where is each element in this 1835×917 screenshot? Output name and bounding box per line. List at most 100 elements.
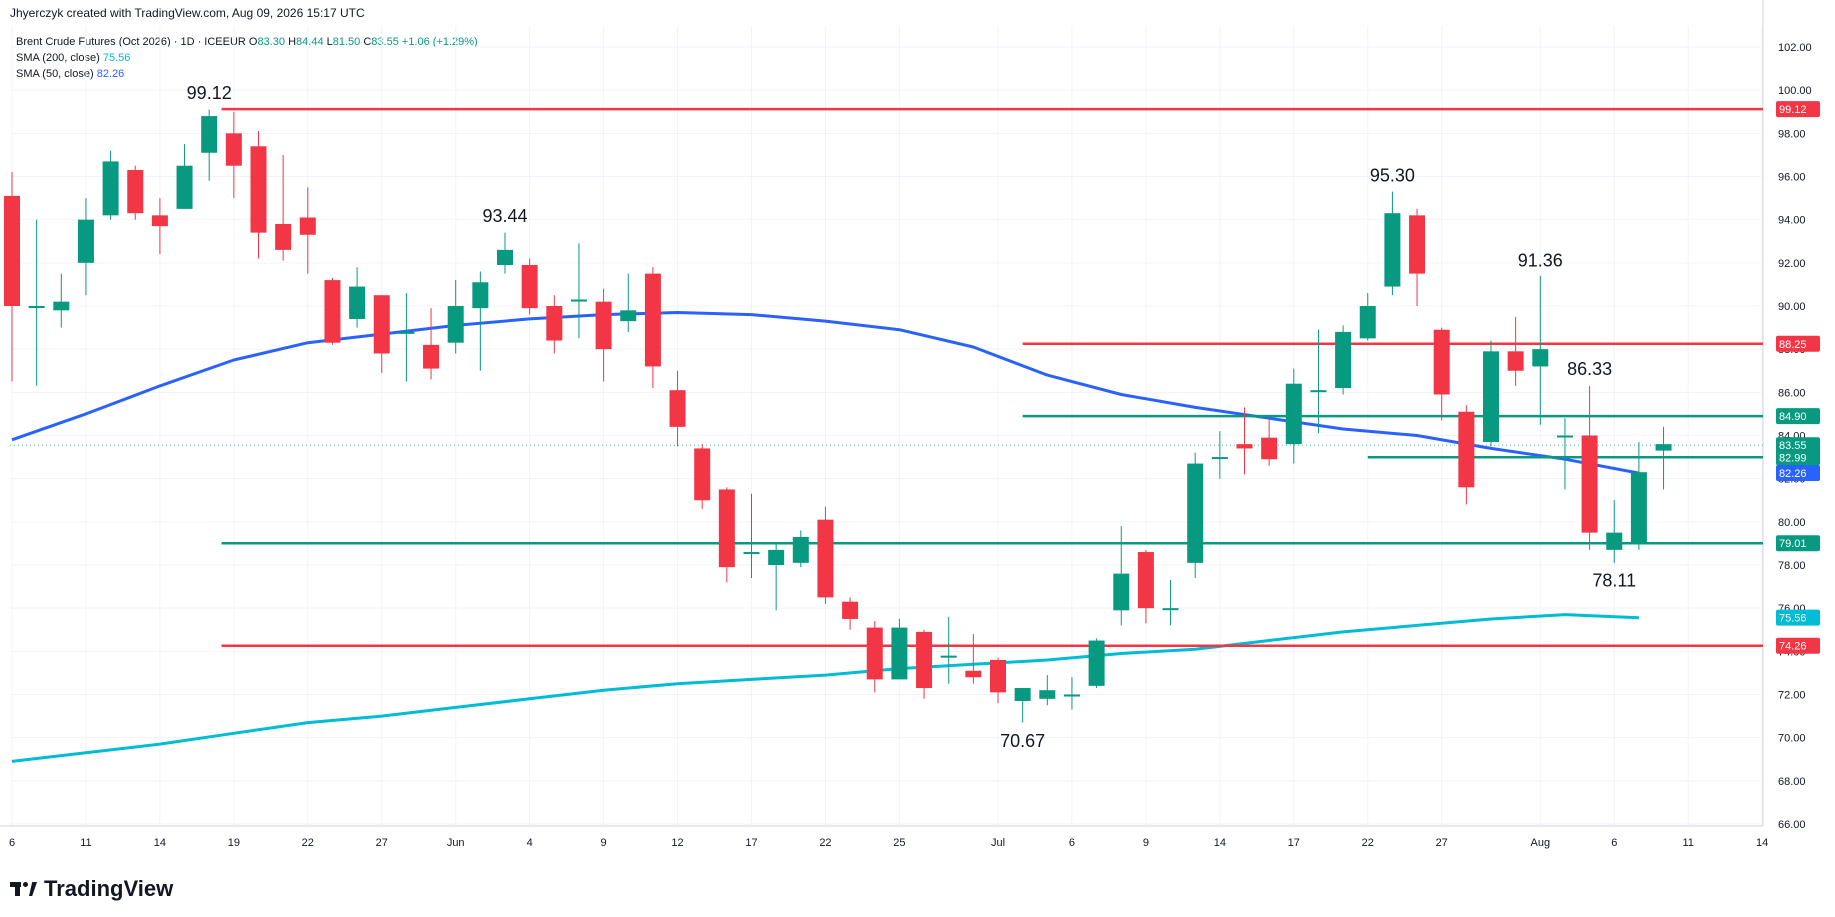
candle-body [176, 165, 193, 209]
candle-body [694, 448, 711, 501]
price-annotation: 78.11 [1592, 571, 1636, 591]
candle-body [570, 299, 587, 302]
price-axis-tag [1776, 335, 1820, 352]
candle-body [866, 627, 883, 680]
candle-body [940, 655, 957, 658]
price-axis-tag [1776, 101, 1820, 118]
chart-header-credit: Jhyerczyk created with TradingView.com, … [10, 6, 365, 20]
time-axis-tick-label: 25 [893, 837, 905, 849]
price-annotation: 70.67 [1000, 731, 1045, 751]
low-value: 81.50 [332, 36, 361, 48]
candle-body [1335, 331, 1352, 389]
time-axis-tick-label: 27 [376, 837, 388, 849]
candle-body [1606, 532, 1623, 550]
close-label: C [363, 36, 372, 48]
time-axis-tick-label: 12 [671, 837, 683, 849]
price-axis-tag [1776, 609, 1820, 626]
price-axis-tag-label: 74.26 [1779, 641, 1807, 653]
candle-body [1187, 463, 1204, 563]
price-axis-tick-label: 102.00 [1778, 42, 1812, 54]
price-axis-tag [1776, 437, 1820, 454]
change-value: +1.06 (+1.29%) [401, 36, 478, 48]
candle-body [1655, 444, 1672, 451]
time-axis-tick-label: 22 [302, 837, 314, 849]
candle-body [792, 536, 809, 563]
candle-body [1014, 688, 1031, 701]
sma200-line [11, 613, 1639, 763]
sma50-label: SMA (50, close) [16, 68, 94, 80]
candle-body [497, 249, 513, 265]
candle-body [447, 306, 464, 343]
candle-body [28, 306, 45, 308]
candle-body [1162, 608, 1179, 611]
sma50-legend-row[interactable]: SMA (50, close) 82.26 [16, 66, 478, 82]
time-axis-tick-label: Aug [1531, 837, 1551, 849]
price-axis-tick-label: 98.00 [1778, 128, 1806, 140]
price-axis-tag-label: 83.55 [1779, 440, 1807, 452]
price-axis-tick-label: 70.00 [1778, 733, 1806, 745]
time-axis-tick-label: 17 [1288, 837, 1300, 849]
price-axis-tick-label: 78.00 [1778, 560, 1806, 572]
candle-body [1088, 640, 1105, 686]
candle-body [275, 223, 292, 250]
time-axis-tick-label: 11 [80, 837, 91, 849]
candle-body [201, 116, 218, 153]
candle-body [817, 519, 834, 598]
time-axis-tick-label: 22 [1362, 837, 1374, 849]
candle-body [1581, 435, 1598, 533]
price-axis-tick-label: 72.00 [1778, 690, 1806, 702]
price-axis-tag [1776, 637, 1820, 654]
candle-body [1137, 552, 1154, 609]
tradingview-wordmark: TradingView [44, 876, 174, 901]
candle-body [595, 301, 612, 350]
time-axis-tick-label: 19 [228, 837, 240, 849]
time-axis-tick-label: 14 [154, 837, 166, 849]
price-axis-tick-label: 96.00 [1778, 172, 1806, 184]
price-axis-tag-label: 84.90 [1779, 411, 1807, 423]
candle-body [1630, 472, 1647, 544]
price-axis-tag-label: 75.56 [1779, 613, 1807, 625]
price-axis-tag-label: 99.12 [1779, 104, 1807, 116]
candle-body [1507, 351, 1524, 371]
tradingview-logo-icon [10, 880, 38, 898]
close-value: 83.55 [371, 36, 399, 48]
candle-body [1285, 383, 1302, 445]
candle-body [1483, 351, 1499, 442]
candle-body [299, 217, 316, 235]
price-axis-tick-label: 86.00 [1778, 387, 1806, 399]
candle-body [1556, 435, 1573, 438]
candle-body [398, 331, 415, 334]
time-axis-tick-label: 6 [1069, 837, 1075, 849]
time-axis-tick-label: 11 [1682, 837, 1693, 849]
price-axis-tick-label: 80.00 [1778, 517, 1806, 529]
candle-body [250, 146, 267, 233]
sma200-legend-row[interactable]: SMA (200, close) 75.56 [16, 50, 478, 66]
time-axis-tick-label: 22 [819, 837, 831, 849]
candle-body [1236, 444, 1253, 449]
time-axis-tick-label: 27 [1436, 837, 1448, 849]
candle-body [1532, 349, 1549, 367]
candle-body [965, 670, 982, 678]
price-axis-tick-label: 92.00 [1778, 258, 1806, 270]
price-axis-tick-label: 100.00 [1778, 85, 1812, 97]
tradingview-brand[interactable]: TradingView [10, 876, 173, 902]
time-axis-tick-label: 14 [1756, 837, 1768, 849]
price-annotation: 99.12 [187, 83, 232, 103]
price-annotation: 86.33 [1567, 359, 1612, 379]
price-axis-tag-label: 88.25 [1779, 339, 1807, 351]
symbol-label[interactable]: Brent Crude Futures (Oct 2026) · 1D · IC… [16, 36, 246, 48]
candle-body [1113, 573, 1130, 611]
candle-body [842, 601, 859, 619]
time-axis-tick-label: Jun [447, 837, 465, 849]
open-label: O [248, 36, 258, 48]
time-axis-tick-label: 14 [1214, 837, 1226, 849]
candle-body [669, 390, 686, 427]
ohlc-legend-row[interactable]: Brent Crude Futures (Oct 2026) · 1D · IC… [16, 34, 478, 50]
candle-body [620, 310, 637, 322]
price-annotation: 91.36 [1518, 251, 1563, 271]
candle-body [472, 282, 489, 309]
time-axis-tick-label: 9 [601, 837, 607, 849]
candle-body [324, 280, 341, 343]
candle-body [718, 489, 735, 568]
